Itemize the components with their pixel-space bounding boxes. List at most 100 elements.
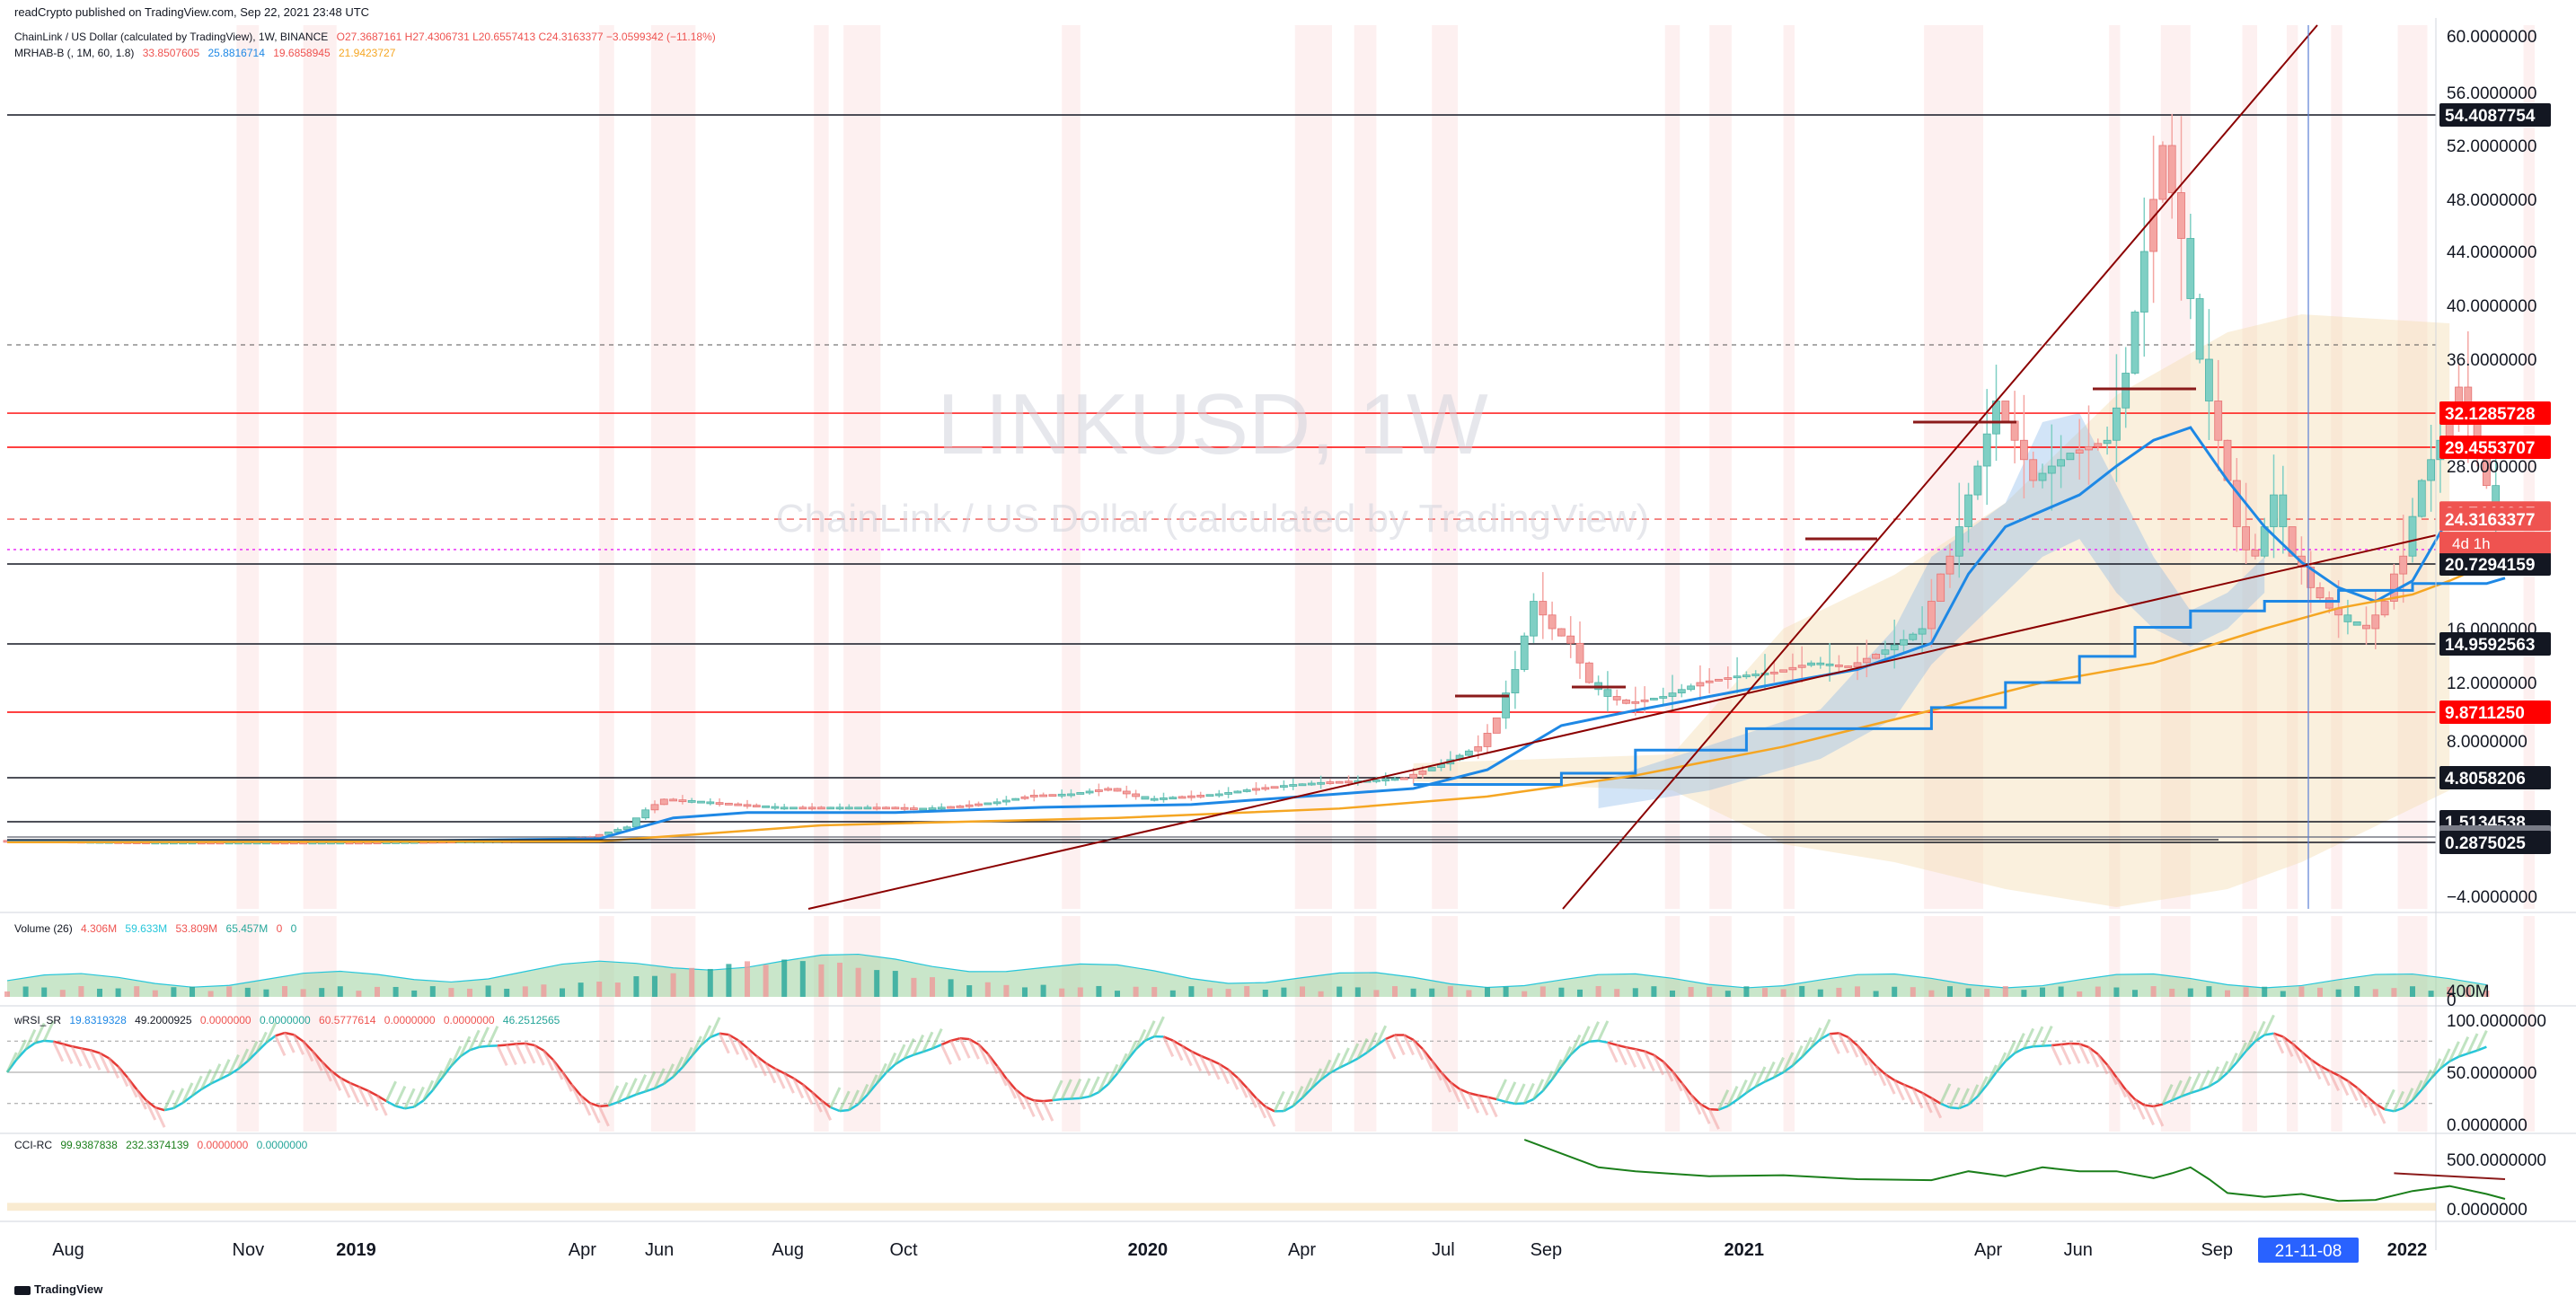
wrsi-fill [940,1044,952,1065]
highlight-band-4 [814,25,829,909]
wrsi-fill [560,1071,573,1092]
mrhab-header: MRHAB-B (, 1M, 60, 1.8) 33.8507605 25.88… [14,47,401,59]
candle-body [1057,793,1066,797]
wrsi-fill [366,1089,379,1112]
candle-body [1659,696,1668,699]
wrsi-fill [801,1083,814,1106]
candle-body [1511,669,1520,694]
candle-body [1002,799,1010,803]
candle-body [706,801,715,805]
wrsi-fill [524,1043,536,1064]
volume-label[interactable]: Volume (26) [14,922,73,935]
wrsi-fill [1143,1020,1156,1042]
wrsi-line [1495,1097,1506,1104]
candle-body [1298,783,1307,787]
highlight-band-lower-17 [2286,916,2298,1132]
candle-body [2085,445,2093,451]
candle-body [1696,682,1705,687]
candle-body [678,799,687,803]
candle-body [1095,789,1103,792]
candle-body [1113,788,1122,792]
wrsi-fill [1134,1028,1147,1051]
candle-body [1557,628,1566,637]
candle-body [1982,433,1991,467]
candle-body [1150,797,1159,801]
candle-body [1881,649,1890,655]
time-badge-text: 21-11-08 [2275,1242,2342,1261]
wrsi-fill [1828,1033,1840,1054]
wrsi-fill [117,1065,129,1088]
candle-body [1233,790,1242,794]
volume-bar [1725,991,1731,997]
wrsi-fill [1283,1090,1295,1112]
wrsi-fill [2457,1035,2470,1058]
trend-layer [7,24,2437,910]
highlight-band-2 [599,25,614,909]
wrsi-fill [885,1052,897,1074]
volume-bar [1910,987,1916,997]
wrsi-fill [403,1088,416,1109]
price-tag-2: 29.4553707 [2439,435,2551,459]
candle-body [863,806,872,810]
highlight-band-18 [2331,25,2342,909]
wrsi-fill [672,1056,684,1078]
volume-bar [356,991,362,997]
volume-bar [1928,990,1935,997]
candle-body [1048,794,1057,797]
wrsi-fill [1125,1040,1137,1062]
volume-bar [1817,989,1823,997]
candle-body [1927,601,1936,630]
wrsi-fill [922,1031,934,1053]
volume-bar [2372,989,2378,997]
volume-bar [2391,988,2397,997]
candle-body [2408,515,2417,557]
volume-value-3: 53.809M [175,922,218,935]
wrsi-fill [1208,1059,1221,1080]
candle-body [975,803,983,806]
wrsi-fill [2133,1098,2146,1120]
price-tag-bg-7 [2439,631,2551,656]
wrsi-fill [1495,1079,1507,1100]
wrsi-fill [1162,1035,1175,1058]
highlight-band-lower-12 [1783,916,1795,1132]
wrsi-fill [2318,1065,2331,1087]
wrsi-fill [2281,1035,2294,1058]
volume-bar [1207,988,1213,997]
wrsi-fill [1865,1054,1877,1077]
wrsi-fill [2180,1076,2192,1097]
wrsi-fill [644,1071,657,1092]
highlight-band-5 [843,25,881,909]
volume-bar [781,959,788,997]
mrhab-label[interactable]: MRHAB-B (, 1M, 60, 1.8) [14,47,135,59]
wrsi-line [497,1044,507,1047]
volume-bar [1522,991,1528,997]
wrsi-fill [1070,1078,1082,1100]
volume-bar [226,986,233,997]
volume-bar [689,967,695,997]
volume-bar [745,961,750,997]
time-label-4: Jun [645,1240,674,1260]
candle-body [1252,788,1260,791]
wrsi-fill [773,1068,786,1089]
volume-bar [560,988,565,997]
wrsi-fill [450,1045,463,1067]
candle-body [1668,692,1677,697]
wrsi-fill [70,1045,83,1067]
volume-bar [763,965,769,997]
candle-body [1742,674,1751,678]
ma-blue-step [1413,577,2506,787]
wrsi-fill [2475,1030,2488,1052]
volume-bar [2465,986,2471,997]
wrsi-fill [154,1106,166,1128]
time-label-7: 2020 [1128,1240,1169,1260]
wrsi-fill [1689,1094,1702,1115]
symbol-line[interactable]: ChainLink / US Dollar (calculated by Tra… [14,31,329,43]
candle-body [604,832,613,835]
wrsi-label[interactable]: wRSI_SR [14,1014,62,1026]
price-tick-6: 36.0000000 [2447,351,2536,370]
cci-label[interactable]: CCI-RC [14,1139,52,1151]
wrsi-fill [2254,1020,2266,1043]
highlight-band-12 [1783,25,1795,909]
volume-bar [1762,988,1768,997]
